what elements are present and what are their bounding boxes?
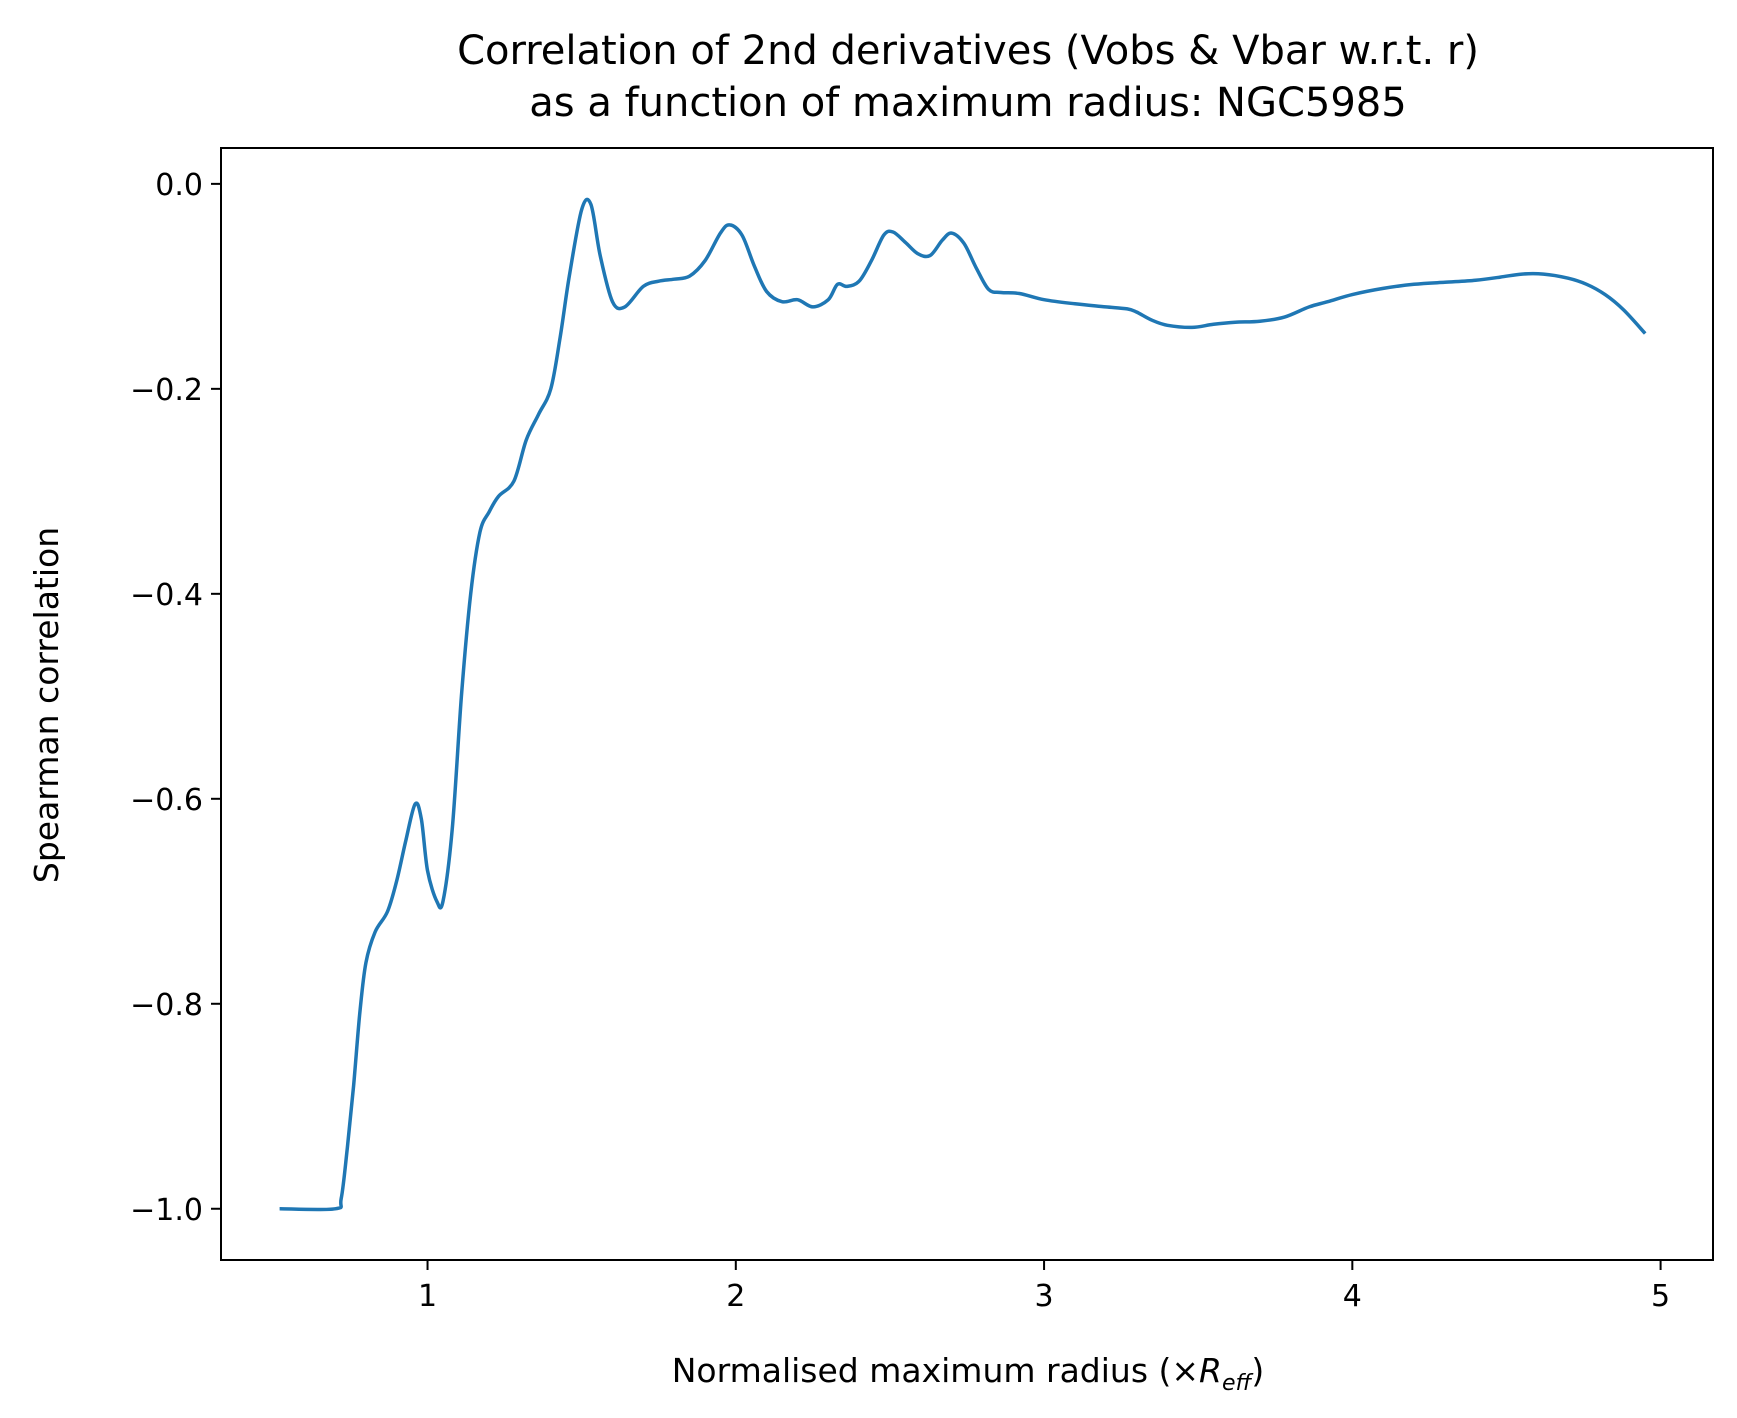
chart-title-line-2: as a function of maximum radius: NGC5985 [529, 80, 1406, 126]
y-tick-label: 0.0 [155, 168, 203, 203]
y-tick-label: −0.8 [130, 988, 203, 1023]
plot-area [279, 197, 1647, 1212]
y-axis-label: Spearman correlation [27, 527, 66, 883]
y-tick-label: −0.4 [130, 578, 203, 613]
x-tick-label: 1 [418, 1279, 437, 1314]
x-tick-label: 3 [1035, 1279, 1054, 1314]
axis-ticks: 1 2 3 4 5 0.0 −0.2 −0.4 −0.6 −0.8 −1.0 [130, 168, 1670, 1314]
chart-title-line-1: Correlation of 2nd derivatives (Vobs & V… [457, 28, 1479, 74]
y-tick-label: −0.6 [130, 783, 203, 818]
x-tick-label: 2 [726, 1279, 745, 1314]
y-tick-label: −0.2 [130, 373, 203, 408]
x-tick-label: 5 [1651, 1279, 1670, 1314]
plot-frame [220, 147, 1714, 1261]
y-tick-label: −1.0 [130, 1193, 203, 1228]
x-axis-label: Normalised maximum radius (×Reff) [672, 1351, 1265, 1396]
x-tick-label: 4 [1343, 1279, 1362, 1314]
series-line-0 [279, 197, 1647, 1212]
chart-title: Correlation of 2nd derivatives (Vobs & V… [457, 28, 1479, 126]
